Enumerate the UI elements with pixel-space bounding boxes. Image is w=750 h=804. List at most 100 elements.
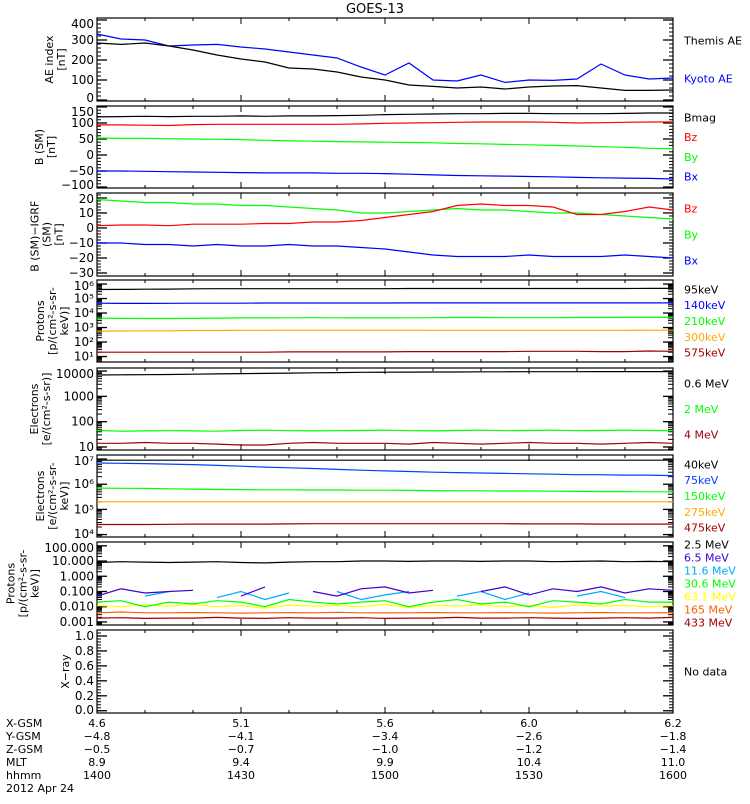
legend-label: 6.5 MeV — [684, 552, 729, 565]
legend-label: 275keV — [684, 506, 726, 519]
legend-label: 300keV — [684, 331, 726, 344]
legend-label: 75keV — [684, 474, 719, 487]
series-group — [96, 198, 674, 259]
y-tick-label: 0.010 — [60, 600, 94, 614]
ephemeris-value: −1.4 — [660, 743, 687, 756]
y-tick-label: 1.000 — [60, 569, 94, 583]
y-tick-label: 20 — [79, 192, 94, 206]
series-line-themis-ae — [96, 42, 674, 92]
y-axis-label: AE index — [43, 35, 56, 84]
plot-title: GOES-13 — [346, 2, 404, 17]
ephemeris-value: 1600 — [659, 769, 687, 782]
series-line-433-mev — [96, 616, 674, 620]
y-tick-label: 10.000 — [52, 554, 94, 568]
ephemeris-value: 1530 — [515, 769, 543, 782]
series-line-165-mev — [96, 611, 674, 614]
y-tick-label: 50 — [79, 132, 94, 146]
ephemeris-value: 9.9 — [376, 756, 394, 769]
legend-label: 575keV — [684, 347, 726, 360]
ephemeris-value: 8.9 — [88, 756, 106, 769]
ephemeris-value: −4.1 — [228, 730, 255, 743]
series-line-95kev — [96, 287, 673, 291]
date-label: 2012 Apr 24 — [6, 782, 74, 795]
legend-label: 2 MeV — [684, 403, 719, 416]
series-line-6.5-mev — [240, 586, 266, 597]
legend-label: Themis AE — [683, 35, 742, 48]
y-tick-label: −10 — [69, 236, 94, 250]
ephemeris-value: 1400 — [83, 769, 111, 782]
y-tick-label: 10⁴ — [74, 306, 94, 320]
y-tick-label: 0.4 — [75, 674, 94, 688]
ephemeris-value: 6.2 — [664, 717, 682, 730]
panel-6: 10⁴ 10⁵ 10⁶ 10⁷ Electrons [e/(cm²-s-sr-keV)] 4… — [34, 454, 726, 541]
legend-label: 2.5 MeV — [684, 539, 729, 552]
series-line-0.6-mev — [96, 371, 673, 376]
ephemeris-value: 9.4 — [232, 756, 250, 769]
y-tick-label: 200 — [71, 53, 94, 67]
series-line-300kev — [96, 329, 673, 332]
ephemeris-value: 5.1 — [232, 717, 250, 730]
panel-frame — [96, 367, 674, 451]
legend-label: 11.6 MeV — [684, 565, 736, 578]
series-group — [96, 560, 674, 620]
ephemeris-value: −0.7 — [228, 743, 255, 756]
ephemeris-value: 5.6 — [376, 717, 394, 730]
y-axis-label: Electrons — [34, 470, 47, 521]
panel-5: 10 100 1000 10000 Electrons [e/(cm²-s-sr)] 0.6… — [28, 367, 729, 454]
legend-label: Bx — [684, 170, 699, 183]
y-tick-label: 100 — [71, 415, 94, 429]
y-axis-label: [nT] — [55, 48, 68, 70]
legend-label: Kyoto AE — [684, 72, 733, 85]
ephemeris-value: 10.4 — [517, 756, 542, 769]
y-tick-label: 0.100 — [60, 584, 94, 598]
legend-label: 150keV — [684, 490, 726, 503]
no-data-label: No data — [684, 666, 727, 679]
ephemeris-value: −4.8 — [84, 730, 111, 743]
y-tick-label: 150 — [71, 105, 94, 119]
series-line-11.6-mev — [216, 590, 290, 601]
series-line-by — [96, 198, 674, 220]
ephemeris-value: −0.5 — [84, 743, 111, 756]
series-line-150kev — [96, 487, 673, 493]
series-line-6.5-mev — [96, 588, 194, 597]
series-line-bx — [97, 170, 674, 180]
y-tick-label: 10 — [79, 206, 94, 220]
series-line-63.1-mev — [96, 603, 674, 609]
y-axis-label: [p/(cm²-s-sr-keV)] — [46, 287, 71, 355]
legend-label: Bz — [684, 203, 698, 216]
y-tick-label: 10¹ — [74, 350, 94, 364]
y-axis-label: Protons — [4, 563, 17, 604]
series-line-bz — [96, 203, 674, 227]
ephemeris-row-label: MLT — [6, 756, 27, 769]
y-axis-label: Electrons — [28, 383, 41, 434]
ephemeris-row-label: hhmm — [6, 769, 41, 782]
series-line-30.6-mev — [96, 598, 673, 608]
series-line-75kev — [96, 462, 674, 477]
legend-label: 95keV — [684, 283, 719, 296]
ephemeris-value: −1.0 — [372, 743, 399, 756]
series-line-210kev — [96, 316, 673, 320]
y-axis-label: B (SM) — [33, 129, 46, 165]
y-axis-label: [e/(cm²-s-sr)] — [40, 373, 53, 446]
series-line-bz — [97, 121, 673, 127]
y-tick-label: 0 — [86, 148, 94, 162]
y-axis-label: Protons — [34, 300, 47, 341]
ephemeris-value: 4.6 — [88, 717, 106, 730]
y-tick-label: 10⁶ — [74, 279, 94, 293]
legend-label: 140keV — [684, 299, 726, 312]
series-line-by — [96, 137, 674, 150]
y-tick-label: −20 — [69, 251, 94, 265]
y-tick-label: −30 — [69, 266, 94, 280]
ephemeris-value: −3.4 — [372, 730, 399, 743]
legend-label: 475keV — [684, 522, 726, 535]
y-axis-label: [nT] — [53, 223, 66, 245]
panel-frame — [96, 192, 674, 277]
y-tick-label: 10² — [74, 335, 94, 349]
ephemeris-value: 1430 — [227, 769, 255, 782]
ephemeris-value: 11.0 — [661, 756, 686, 769]
y-tick-label: 0.8 — [75, 644, 94, 658]
series-line-6.5-mev — [480, 586, 674, 596]
